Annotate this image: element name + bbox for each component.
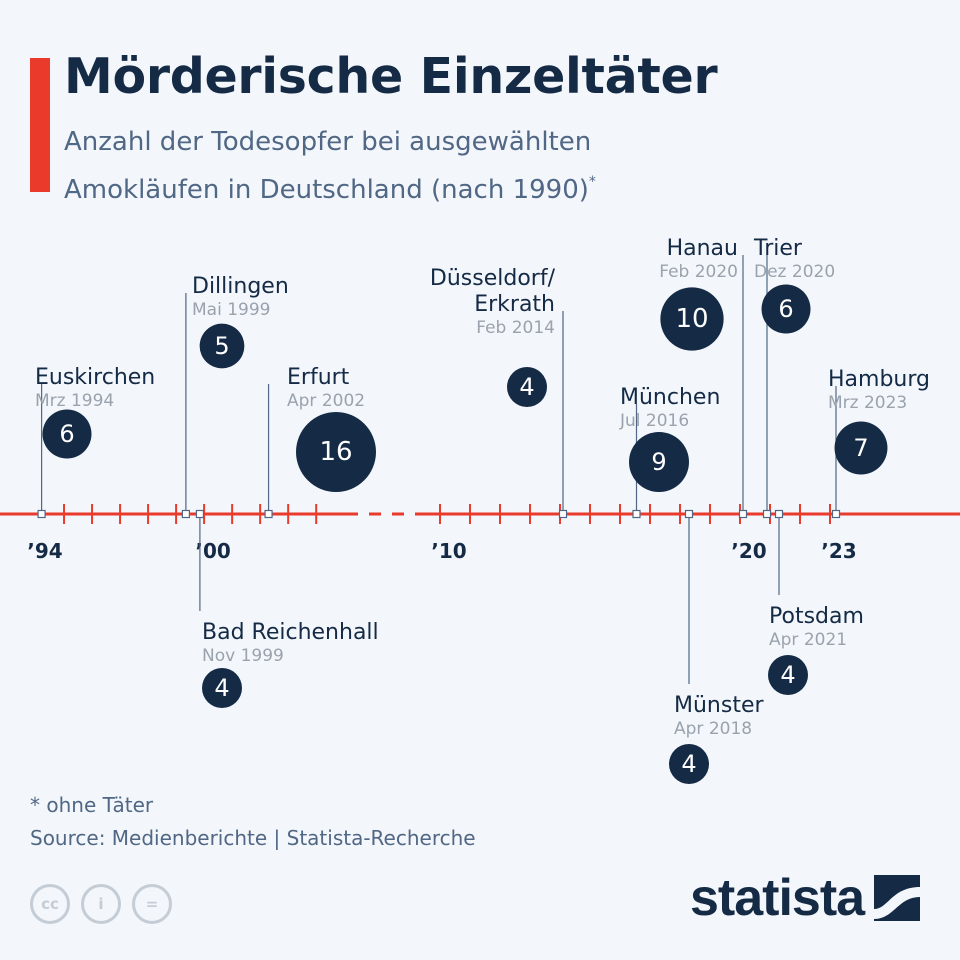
victims-bubble: [761, 284, 811, 334]
nd-icon[interactable]: =: [132, 884, 172, 924]
event-place-line: München: [620, 385, 720, 410]
victims-value: 4: [214, 674, 229, 702]
event-place: Hanau: [667, 236, 738, 261]
statista-logo-icon: [874, 875, 921, 921]
victims-bubble: [629, 432, 689, 492]
event-place: Hamburg: [828, 367, 930, 392]
brand-name: statista: [690, 869, 865, 927]
victims-value: 6: [59, 420, 74, 448]
event-place-line: Potsdam: [769, 604, 864, 629]
event-place-line: Erkrath: [474, 292, 555, 317]
event-marker: [762, 509, 772, 519]
victims-value: 4: [681, 750, 696, 778]
tick-label: ’94: [27, 539, 62, 563]
source-line: Source: Medienberichte | Statista-Recher…: [30, 826, 476, 850]
event-date: Feb 2014: [476, 318, 555, 338]
event-place: Münster: [674, 693, 764, 718]
event-marker: [632, 509, 641, 519]
event-place-line: Euskirchen: [35, 365, 155, 390]
subtitle-line-2: Amokläufen in Deutschland (nach 1990): [64, 175, 589, 205]
victims-bubble: [42, 409, 92, 459]
victims-bubble: [768, 655, 808, 695]
event-place-line: Hanau: [667, 236, 738, 261]
event-marker: [684, 509, 694, 519]
event-place: Trier: [753, 236, 803, 261]
event-date: Apr 2002: [287, 391, 365, 411]
page-title: Mörderische Einzeltäter: [64, 48, 718, 105]
victims-value: 4: [519, 373, 534, 401]
event-place: Dillingen: [192, 274, 289, 299]
event-place: Potsdam: [769, 604, 864, 629]
tick-label: ’23: [821, 539, 856, 563]
victims-value: 6: [778, 295, 793, 323]
event-place-line: Hamburg: [828, 367, 930, 392]
event-date: Dez 2020: [754, 262, 835, 282]
event-marker: [738, 509, 748, 519]
event-place: Düsseldorf/Erkrath: [430, 266, 556, 317]
footnote: * ohne Täter: [30, 793, 154, 817]
by-icon[interactable]: i: [81, 884, 121, 924]
event-marker: [558, 509, 568, 519]
event-place-line: Erfurt: [287, 365, 350, 390]
license-icons: cc i =: [30, 884, 172, 924]
event-marker: [181, 509, 191, 519]
event-marker: [831, 509, 841, 519]
victims-value: 16: [319, 437, 352, 467]
event-place-line: Münster: [674, 693, 764, 718]
subtitle-line-1: Anzahl der Todesopfer bei ausgewählten: [64, 127, 592, 157]
victims-value: 9: [651, 448, 666, 476]
victims-bubble: [202, 668, 242, 708]
event-place: München: [620, 385, 720, 410]
event-place: Erfurt: [287, 365, 350, 390]
victims-bubble: [507, 367, 547, 407]
victims-bubble: [660, 287, 724, 351]
event-place-line: Bad Reichenhall: [202, 620, 379, 645]
accent-bar: [30, 58, 50, 192]
tick-label: ’00: [195, 539, 230, 563]
event-marker: [774, 509, 784, 519]
tick-label: ’10: [431, 539, 466, 563]
brand-logo[interactable]: statista: [690, 868, 921, 928]
event-date: Apr 2021: [769, 630, 847, 650]
cc-icon[interactable]: cc: [30, 884, 70, 924]
victims-bubble: [669, 744, 709, 784]
event-place-line: Düsseldorf/: [430, 266, 556, 291]
victims-value: 4: [780, 661, 795, 689]
subtitle: Anzahl der Todesopfer bei ausgewählten A…: [64, 122, 764, 210]
event-date: Nov 1999: [202, 646, 284, 666]
event-date: Mrz 1994: [35, 391, 114, 411]
victims-value: 7: [853, 434, 868, 462]
event-place-line: Trier: [753, 236, 803, 261]
event-date: Jul 2016: [619, 411, 689, 431]
event-marker: [37, 509, 46, 519]
event-date: Apr 2018: [674, 719, 752, 739]
tick-label: ’20: [731, 539, 766, 563]
event-marker: [195, 509, 205, 519]
event-marker: [264, 509, 273, 519]
event-date: Mai 1999: [192, 300, 270, 320]
event-place-line: Dillingen: [192, 274, 289, 299]
victims-bubble: [296, 412, 376, 492]
victims-bubble: [199, 323, 245, 369]
victims-value: 10: [675, 304, 708, 334]
event-place: Euskirchen: [35, 365, 155, 390]
subtitle-mark: *: [588, 174, 596, 190]
victims-value: 5: [214, 332, 229, 360]
event-place: Bad Reichenhall: [202, 620, 379, 645]
event-date: Mrz 2023: [828, 393, 907, 413]
event-date: Feb 2020: [659, 262, 738, 282]
victims-bubble: [834, 421, 888, 475]
